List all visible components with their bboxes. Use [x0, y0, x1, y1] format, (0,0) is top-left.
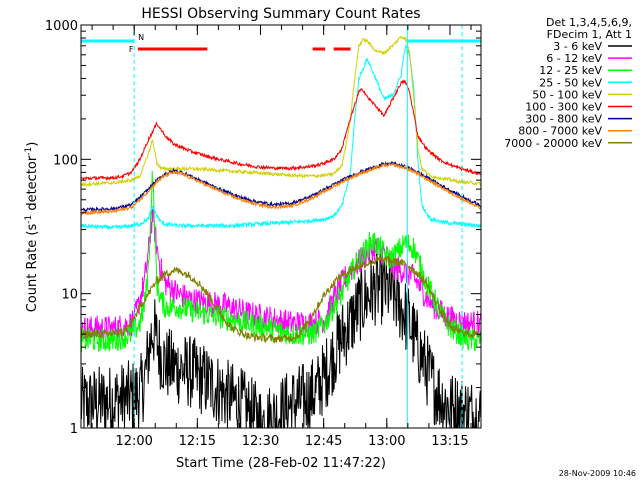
x-tick-label-4: 13:00 — [368, 434, 405, 449]
plot-frame — [80, 24, 482, 429]
legend-label-0: 3 - 6 keV — [553, 40, 602, 53]
chart-title: HESSI Observing Summary Count Rates — [141, 6, 420, 22]
legend-label-4: 50 - 100 keV — [532, 88, 602, 101]
series-layer — [81, 35, 481, 428]
x-tick-label-0: 12:00 — [115, 434, 152, 449]
legend-label-5: 100 - 300 keV — [525, 101, 602, 114]
legend-label-8: 7000 - 20000 keV — [504, 137, 602, 150]
legend-label-2: 12 - 25 keV — [539, 64, 602, 77]
x-tick-label-5: 13:15 — [431, 434, 468, 449]
y-tick-label-2: 100 — [53, 153, 78, 168]
legend-label-6: 300 - 800 keV — [525, 113, 602, 126]
x-axis-label: Start Time (28-Feb-02 11:47:22) — [176, 456, 386, 471]
series-line-0 — [81, 251, 481, 428]
series-line-8 — [81, 255, 481, 345]
y-axis-label-end: ) — [25, 142, 40, 147]
y-tick-label-0: 1 — [70, 422, 78, 437]
series-line-3 — [81, 43, 481, 231]
y-tick-label-3: 1000 — [45, 19, 78, 34]
legend-label-7: 800 - 7000 keV — [518, 125, 602, 138]
marker-layer: NF — [81, 25, 481, 428]
series-line-5 — [81, 79, 481, 182]
series-line-4 — [81, 35, 481, 188]
legend-header-0: Det 1,3,4,5,6,9, — [546, 16, 632, 29]
x-tick-label-3: 12:45 — [305, 434, 342, 449]
legend-label-1: 6 - 12 keV — [546, 52, 602, 65]
series-line-6 — [81, 160, 481, 213]
y-tick-label-1: 10 — [61, 288, 78, 303]
series-line-7 — [81, 162, 481, 216]
night-label: N — [138, 33, 144, 42]
x-axis: 12:00 12:15 12:30 12:45 13:00 13:15 — [91, 25, 472, 449]
y-axis-label-main: Count Rate (s — [25, 224, 40, 313]
flare-label: F — [129, 45, 134, 54]
y-axis-label-sup1: -1 — [24, 215, 34, 224]
y-axis: 1 10 100 1000 — [45, 19, 481, 437]
legend-header-1: FDecim 1, Att 1 — [547, 28, 632, 41]
legend: Det 1,3,4,5,6,9,FDecim 1, Att 13 - 6 keV… — [504, 16, 632, 150]
legend-label-3: 25 - 50 keV — [539, 76, 602, 89]
y-axis-label-mid: detector — [25, 155, 40, 215]
x-tick-label-2: 12:30 — [242, 434, 279, 449]
footer-timestamp: 28-Nov-2009 10:46 — [559, 469, 636, 478]
x-tick-label-1: 12:15 — [179, 434, 216, 449]
series-line-2 — [81, 170, 481, 353]
y-axis-label-sup2: -1 — [24, 147, 34, 156]
y-axis-label: Count Rate (s-1 detector-1) — [24, 142, 40, 313]
